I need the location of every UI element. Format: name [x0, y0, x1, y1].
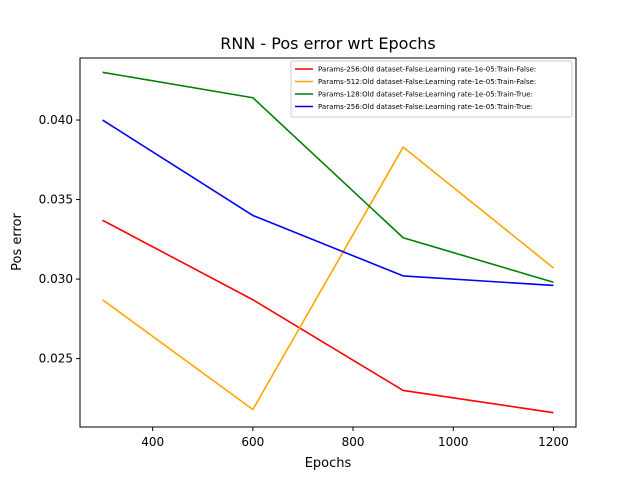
legend-entry-label: Params-512:Old dataset-False:Learning ra… — [318, 78, 536, 86]
series-line-4 — [102, 119, 554, 287]
x-axis-ticks: 400 600 800 1000 1200 — [141, 427, 569, 449]
chart-title: RNN - Pos error wrt Epochs — [220, 34, 435, 53]
x-tick-label: 400 — [141, 435, 164, 449]
y-tick-label: 0.035 — [39, 193, 73, 207]
y-tick-label: 0.025 — [39, 352, 73, 366]
series-line-1 — [102, 219, 554, 414]
y-axis-ticks: 0.025 0.030 0.035 0.040 — [39, 113, 80, 366]
x-tick-label: 1000 — [438, 435, 469, 449]
plot-area — [79, 57, 577, 428]
y-axis-label: Pos error — [10, 212, 25, 270]
series-layer — [102, 71, 554, 414]
legend-entry-label: Params-256:Old dataset-False:Learning ra… — [318, 66, 536, 74]
x-tick-label: 800 — [342, 435, 365, 449]
series-line-3 — [102, 71, 554, 284]
y-tick-label: 0.040 — [39, 113, 73, 127]
legend-entry-label: Params-256:Old dataset-False:Learning ra… — [318, 103, 533, 111]
y-tick-label: 0.030 — [39, 272, 73, 286]
x-tick-label: 600 — [241, 435, 264, 449]
legend: Params-256:Old dataset-False:Learning ra… — [290, 60, 573, 118]
x-tick-label: 1200 — [538, 435, 569, 449]
axes-frame — [79, 57, 577, 428]
series-line-2 — [102, 146, 554, 411]
x-axis-label: Epochs — [305, 456, 352, 471]
legend-box — [290, 60, 573, 118]
legend-entry-label: Params-128:Old dataset-False:Learning ra… — [318, 91, 533, 99]
